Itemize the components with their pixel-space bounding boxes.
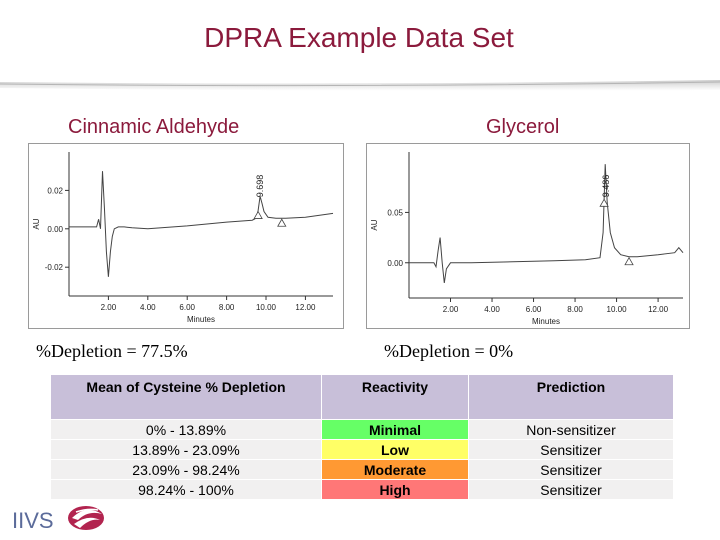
left-chart-heading: Cinnamic Aldehyde — [68, 116, 240, 138]
peak-marker-triangle — [599, 198, 609, 207]
reactivity-minimal: Minimal — [321, 419, 469, 440]
x-tick-label: 4.00 — [140, 303, 156, 312]
table-row: 13.89% - 23.09% Low Sensitizer — [50, 439, 674, 460]
reactivity-moderate: Moderate — [321, 459, 469, 480]
header-reactivity: Reactivity — [321, 374, 469, 420]
table-row: 98.24% - 100% High Sensitizer — [50, 479, 674, 500]
depletion-range: 98.24% - 100% — [50, 479, 322, 500]
chromatogram-glycerol: 2.00 4.00 6.00 8.00 10.00 12.00 0.05 0.00 Minute… — [366, 143, 690, 329]
x-tick-label: 6.00 — [179, 303, 195, 312]
y-axis-label: AU — [370, 219, 379, 230]
reactivity-low: Low — [321, 439, 469, 460]
logo-swirl-icon — [68, 506, 104, 530]
reactivity-high: High — [321, 479, 469, 500]
x-tick-label: 4.00 — [484, 305, 500, 314]
x-axis-label: Minutes — [187, 315, 215, 324]
depletion-range: 0% - 13.89% — [50, 419, 322, 440]
title-divider — [0, 80, 720, 91]
y-tick-label: -0.02 — [45, 263, 64, 272]
iivs-logo: IIVS — [12, 506, 104, 533]
peak-retention-label: 9.486 — [601, 175, 611, 198]
table-row: 0% - 13.89% Minimal Non-sensitizer — [50, 419, 674, 440]
prediction-value: Sensitizer — [468, 459, 674, 480]
page-title: DPRA Example Data Set — [204, 22, 514, 53]
x-tick-label: 2.00 — [443, 305, 459, 314]
peak-marker-triangle — [253, 210, 263, 219]
left-depletion-text: %Depletion = 77.5% — [36, 341, 188, 361]
logo-text: IIVS — [12, 508, 54, 533]
chromatogram-line — [409, 164, 684, 283]
x-tick-label: 8.00 — [219, 303, 235, 312]
x-tick-label: 12.00 — [648, 305, 669, 314]
chromatogram-line — [69, 171, 334, 277]
prediction-value: Sensitizer — [468, 479, 674, 500]
x-tick-label: 10.00 — [256, 303, 277, 312]
x-tick-label: 8.00 — [567, 305, 583, 314]
y-tick-label: 0.02 — [47, 186, 63, 195]
table-header-row: Mean of Cysteine % Depletion Reactivity … — [50, 374, 674, 420]
x-tick-label: 6.00 — [526, 305, 542, 314]
y-tick-label: 0.00 — [387, 259, 403, 268]
y-tick-label: 0.05 — [387, 208, 403, 217]
header-prediction: Prediction — [468, 374, 674, 420]
right-depletion-text: %Depletion = 0% — [384, 341, 514, 361]
reactivity-table: Mean of Cysteine % Depletion Reactivity … — [50, 374, 674, 500]
right-chart-heading: Glycerol — [486, 116, 560, 138]
prediction-value: Non-sensitizer — [468, 419, 674, 440]
x-tick-label: 2.00 — [101, 303, 117, 312]
x-tick-label: 12.00 — [295, 303, 316, 312]
peak-marker-triangle — [277, 218, 287, 227]
y-tick-label: 0.00 — [47, 225, 63, 234]
depletion-range: 13.89% - 23.09% — [50, 439, 322, 460]
prediction-value: Sensitizer — [468, 439, 674, 460]
peak-marker-triangle — [624, 256, 634, 266]
chromatogram-cinnamic-aldehyde: 2.00 4.00 6.00 8.00 10.00 12.00 0.02 0.00 -0.02 M… — [28, 143, 344, 329]
x-axis-label: Minutes — [532, 317, 560, 326]
peak-retention-label: 9.698 — [255, 175, 265, 198]
y-axis-label: AU — [32, 218, 41, 229]
depletion-range: 23.09% - 98.24% — [50, 459, 322, 480]
header-depletion: Mean of Cysteine % Depletion — [50, 374, 322, 420]
table-row: 23.09% - 98.24% Moderate Sensitizer — [50, 459, 674, 480]
x-tick-label: 10.00 — [607, 305, 628, 314]
